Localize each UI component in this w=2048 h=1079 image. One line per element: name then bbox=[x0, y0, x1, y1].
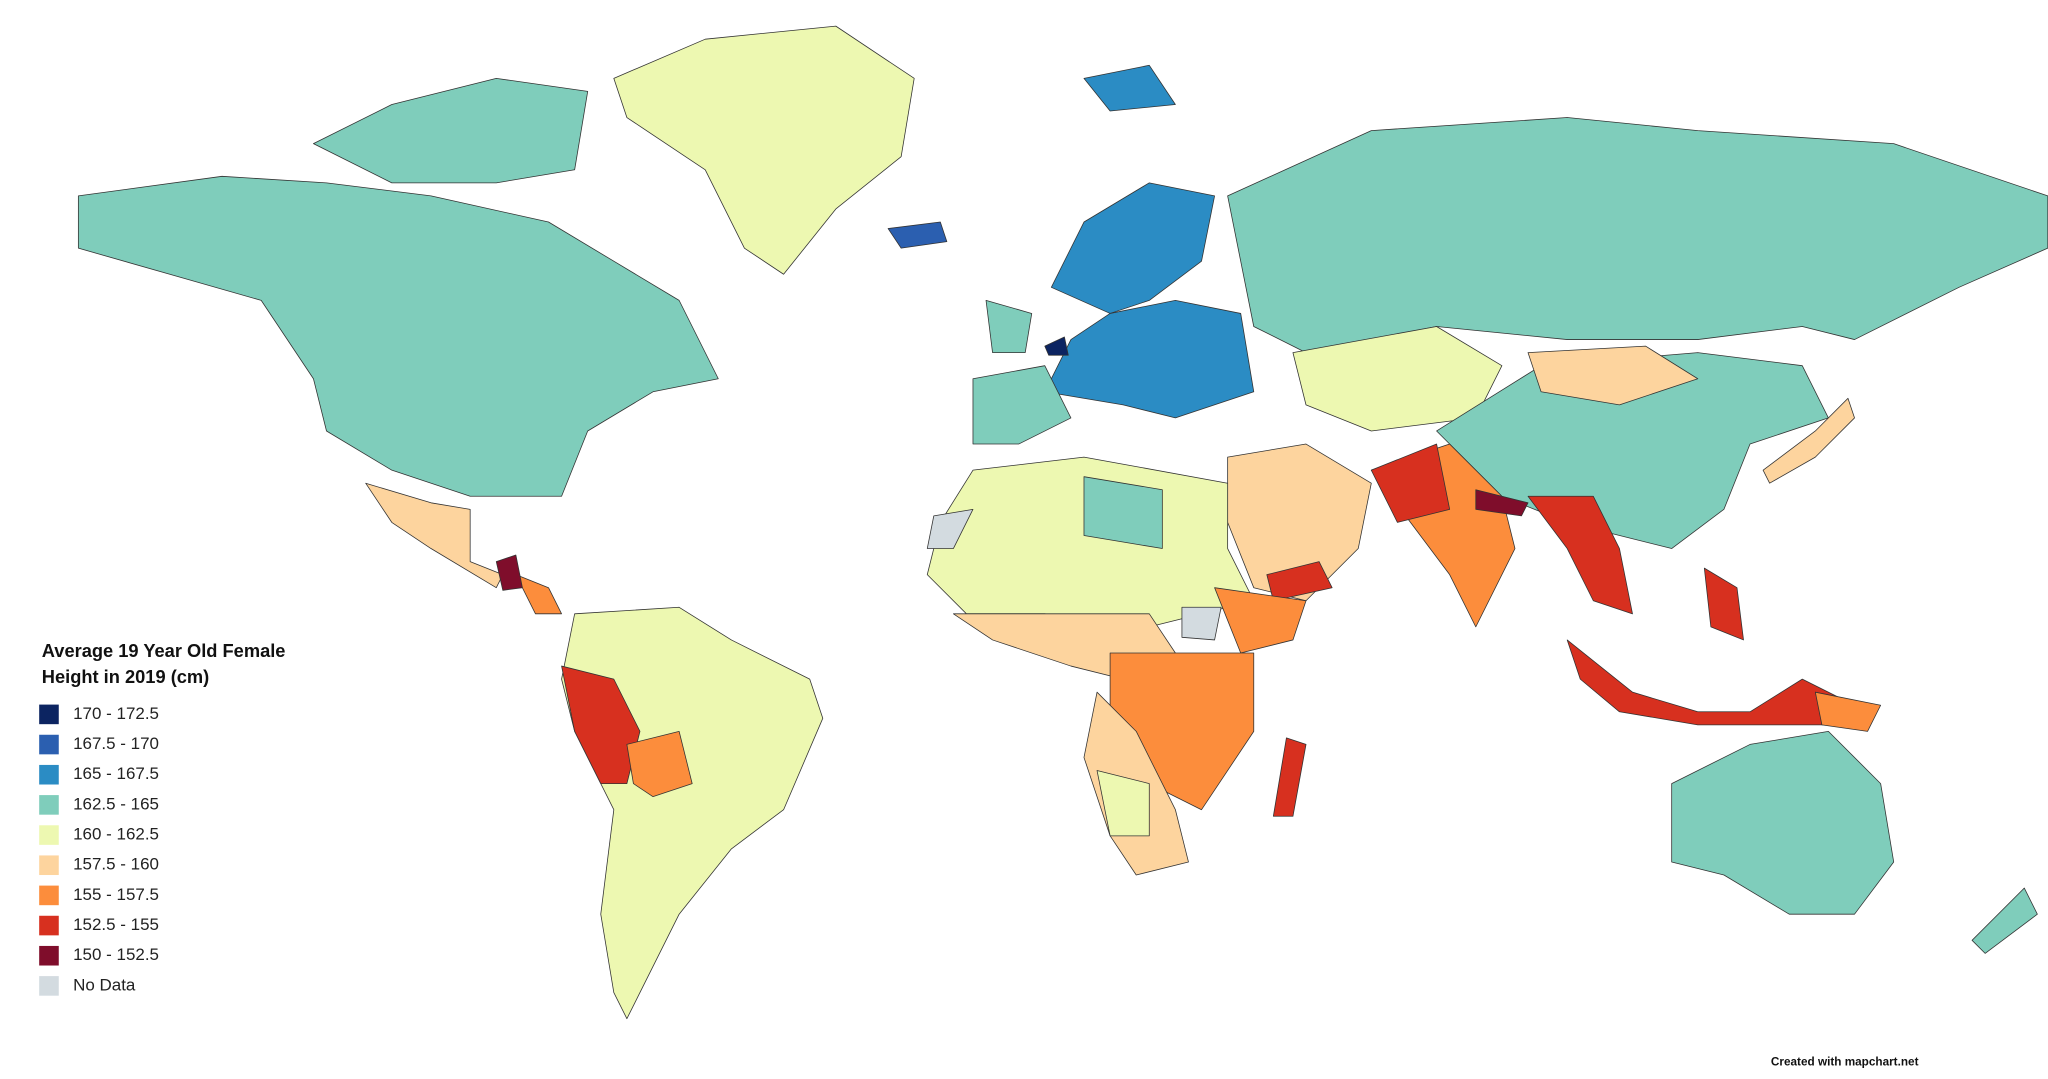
bolivia bbox=[626, 730, 693, 798]
legend-label: 157.5 - 160 bbox=[73, 855, 159, 874]
russia bbox=[1227, 117, 2048, 354]
middle-east bbox=[1227, 443, 1372, 602]
svalbard bbox=[1083, 64, 1176, 112]
ethiopia bbox=[1214, 587, 1307, 654]
greenland bbox=[613, 25, 915, 275]
legend-label: 165 - 167.5 bbox=[73, 764, 159, 783]
legend-swatch bbox=[39, 855, 59, 876]
papua-new-guinea bbox=[1814, 691, 1882, 732]
south-sudan bbox=[1181, 606, 1222, 641]
legend-label: 155 - 157.5 bbox=[73, 885, 159, 904]
legend-label: 160 - 162.5 bbox=[73, 825, 159, 844]
arctic-islands bbox=[313, 77, 589, 184]
credit: Created with mapchart.net bbox=[1771, 1056, 1919, 1069]
legend: 170 - 172.5 167.5 - 170 165 - 167.5 162.5 -… bbox=[39, 704, 159, 996]
legend-label: No Data bbox=[73, 975, 136, 994]
iceland bbox=[887, 221, 948, 249]
netherlands bbox=[1044, 336, 1069, 356]
libya bbox=[1083, 476, 1163, 549]
guatemala bbox=[495, 554, 523, 591]
yemen bbox=[1266, 561, 1333, 602]
australia bbox=[1671, 730, 1895, 915]
legend-swatch bbox=[39, 976, 59, 996]
nepal bbox=[1475, 489, 1529, 517]
legend-swatch bbox=[39, 795, 59, 815]
north-america bbox=[77, 175, 719, 497]
new-zealand bbox=[1971, 887, 2038, 954]
scandinavia bbox=[1050, 182, 1215, 314]
legend-swatch bbox=[39, 734, 59, 755]
world-map: Average 19 Year Old Female Height in 201… bbox=[39, 25, 2048, 1069]
central-america bbox=[515, 574, 562, 615]
legend-label: 170 - 172.5 bbox=[73, 704, 159, 723]
mongolia bbox=[1527, 345, 1699, 406]
southeast-asia bbox=[1527, 495, 1633, 615]
legend-swatch bbox=[39, 885, 59, 906]
legend-title: Average 19 Year Old Female bbox=[42, 640, 286, 661]
legend-title: Height in 2019 (cm) bbox=[42, 666, 209, 687]
western-sahara bbox=[926, 508, 974, 549]
legend-label: 162.5 - 165 bbox=[73, 794, 159, 813]
namibia bbox=[1096, 770, 1150, 837]
legend-swatch bbox=[39, 764, 59, 785]
pakistan bbox=[1370, 443, 1451, 523]
british-isles bbox=[985, 299, 1033, 354]
madagascar bbox=[1272, 737, 1307, 817]
legend-label: 152.5 - 155 bbox=[73, 915, 159, 934]
legend-swatch bbox=[39, 704, 59, 725]
north-africa bbox=[926, 456, 1255, 628]
central-europe bbox=[1044, 299, 1255, 419]
japan bbox=[1762, 397, 1855, 484]
legend-label: 150 - 152.5 bbox=[73, 945, 159, 964]
legend-swatch bbox=[39, 915, 59, 936]
legend-label: 167.5 - 170 bbox=[73, 734, 159, 753]
peru bbox=[561, 665, 641, 784]
legend-swatch bbox=[39, 825, 59, 845]
legend-swatch bbox=[39, 945, 59, 966]
countries bbox=[77, 25, 2048, 1020]
western-europe bbox=[972, 365, 1072, 445]
philippines bbox=[1703, 567, 1744, 641]
